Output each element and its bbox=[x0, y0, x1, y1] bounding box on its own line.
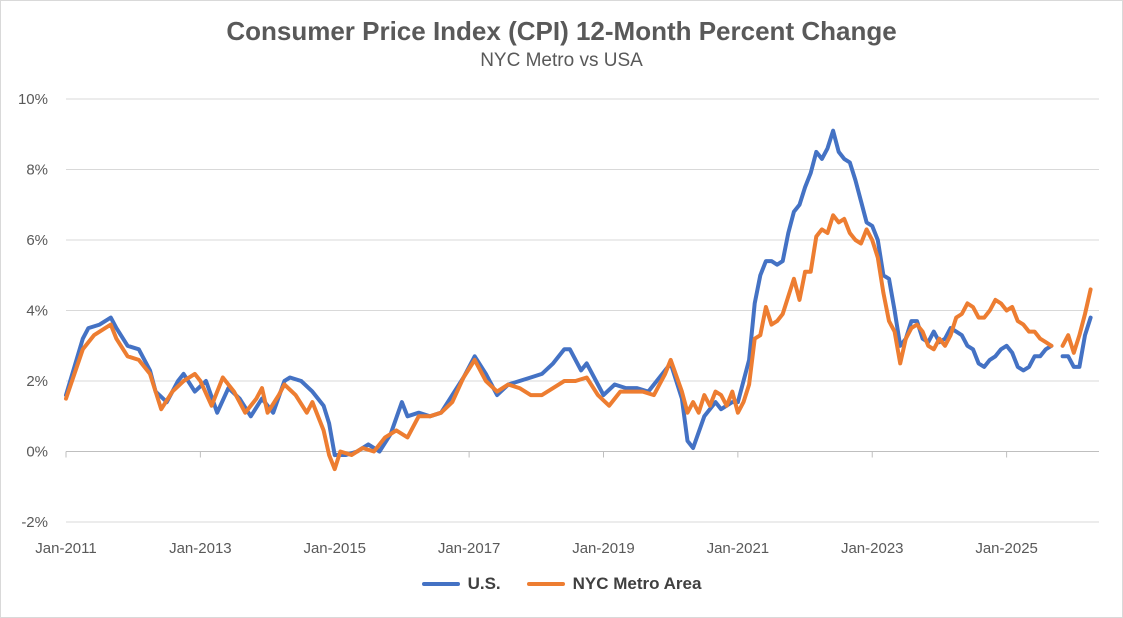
y-tick-label: 10% bbox=[18, 91, 48, 108]
chart-legend: U.S. NYC Metro Area bbox=[0, 574, 1123, 594]
chart-title: Consumer Price Index (CPI) 12-Month Perc… bbox=[226, 16, 897, 46]
y-tick-label: 6% bbox=[26, 232, 48, 249]
y-tick-label: 2% bbox=[26, 373, 48, 390]
x-tick-label: Jan-2011 bbox=[35, 540, 96, 557]
x-tick-label: Jan-2015 bbox=[303, 540, 366, 557]
x-tick-label: Jan-2023 bbox=[841, 540, 904, 557]
series-line-nyc bbox=[64, 213, 1054, 472]
x-tick-label: Jan-2021 bbox=[707, 540, 770, 557]
x-tick-label: Jan-2013 bbox=[169, 540, 232, 557]
y-tick-label: -2% bbox=[21, 514, 48, 531]
legend-swatch-us bbox=[421, 582, 460, 586]
series-line-us bbox=[1060, 315, 1093, 369]
legend-label-us: U.S. bbox=[467, 574, 501, 593]
y-tick-label: 4% bbox=[26, 303, 48, 320]
y-tick-label: 0% bbox=[26, 444, 48, 461]
x-tick-label: Jan-2017 bbox=[438, 540, 501, 557]
legend-item-us: U.S. bbox=[421, 574, 501, 594]
legend-label-nyc: NYC Metro Area bbox=[572, 574, 702, 593]
x-tick-label: Jan-2019 bbox=[572, 540, 635, 557]
chart-subtitle: NYC Metro vs USA bbox=[480, 50, 643, 71]
x-tick-label: Jan-2025 bbox=[975, 540, 1038, 557]
series-line-us bbox=[64, 128, 1054, 457]
y-tick-label: 8% bbox=[26, 162, 48, 179]
legend-swatch-nyc bbox=[526, 582, 565, 586]
legend-item-nyc: NYC Metro Area bbox=[526, 574, 702, 594]
series-line-nyc bbox=[1060, 287, 1093, 355]
